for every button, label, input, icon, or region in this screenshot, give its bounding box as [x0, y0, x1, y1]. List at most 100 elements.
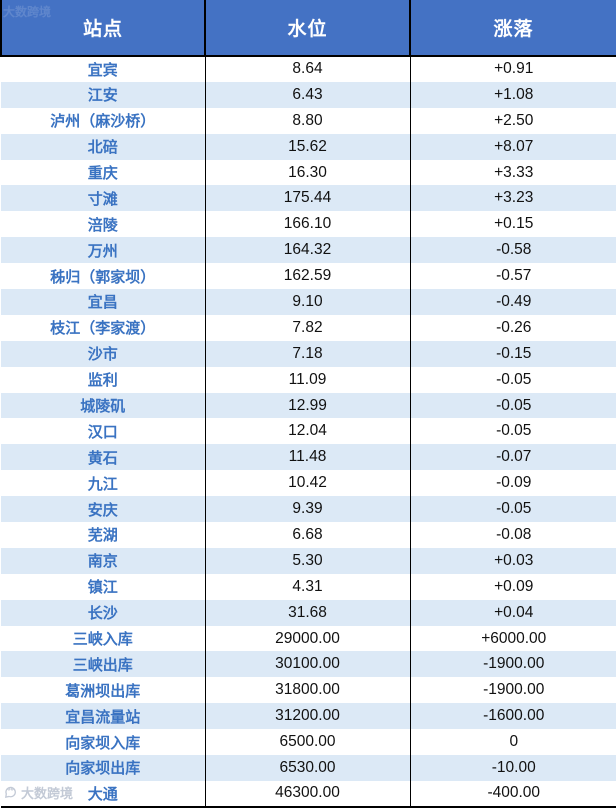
- water-level-cell: 6.68: [204, 522, 411, 548]
- rise-fall-cell: -1900.00: [409, 651, 616, 678]
- rise-fall-cell: +0.09: [409, 573, 616, 600]
- rise-fall-cell: +3.23: [409, 185, 616, 212]
- station-cell: 芜湖: [1, 522, 206, 548]
- station-cell: 宜昌: [1, 289, 206, 315]
- station-cell: 寸滩: [1, 185, 206, 212]
- table-row: 南京 5.30 +0.03: [1, 547, 616, 574]
- station-cell: 宜昌流量站: [1, 703, 206, 730]
- table-body: 宜宾 8.64 +0.91 江安 6.43 +1.08 泸州（麻沙桥） 8.80 +2.50 北碚…: [1, 56, 616, 808]
- station-cell: 镇江: [1, 573, 206, 600]
- column-header-station: 站点: [0, 0, 206, 57]
- station-cell: 沙市: [1, 340, 206, 367]
- rise-fall-cell: -1600.00: [409, 703, 616, 730]
- water-level-cell: 164.32: [204, 237, 411, 264]
- table-row: 寸滩 175.44 +3.23: [1, 185, 616, 212]
- water-level-cell: 31800.00: [204, 677, 411, 704]
- rise-fall-cell: -0.05: [409, 366, 616, 393]
- station-cell: 秭归（郭家坝）: [1, 263, 206, 290]
- water-level-cell: 7.18: [204, 340, 411, 367]
- water-level-cell: 29000.00: [204, 625, 411, 652]
- station-cell: 监利: [1, 366, 206, 393]
- rise-fall-cell: -1900.00: [409, 677, 616, 704]
- table-row: 宜昌 9.10 -0.49: [1, 289, 616, 315]
- rise-fall-cell: -0.07: [409, 444, 616, 471]
- rise-fall-cell: -10.00: [409, 755, 616, 781]
- table-row: 芜湖 6.68 -0.08: [1, 522, 616, 548]
- table-row: 三峡入库 29000.00 +6000.00: [1, 625, 616, 652]
- table-row: 九江 10.42 -0.09: [1, 470, 616, 497]
- station-cell: 九江: [1, 470, 206, 497]
- water-level-cell: 4.31: [204, 573, 411, 600]
- table-row: 秭归（郭家坝） 162.59 -0.57: [1, 263, 616, 290]
- station-cell: 葛洲坝出库: [1, 677, 206, 704]
- table-row: 重庆 16.30 +3.33: [1, 159, 616, 186]
- table-row: 北碚 15.62 +8.07: [1, 133, 616, 160]
- water-level-cell: 46300.00: [204, 780, 411, 808]
- table-row: 向家坝出库 6530.00 -10.00: [1, 755, 616, 781]
- table-row: 枝江（李家渡） 7.82 -0.26: [1, 314, 616, 341]
- rise-fall-cell: 0: [409, 729, 616, 756]
- table-row: 宜宾 8.64 +0.91: [1, 56, 616, 82]
- table-row: 涪陵 166.10 +0.15: [1, 211, 616, 238]
- water-level-cell: 12.04: [204, 418, 411, 445]
- water-level-cell: 6500.00: [204, 729, 411, 756]
- rise-fall-cell: +3.33: [409, 159, 616, 186]
- rise-fall-cell: -0.05: [409, 418, 616, 445]
- header-row: 站点 水位 涨落: [0, 0, 616, 57]
- water-level-cell: 12.99: [204, 392, 411, 419]
- water-level-cell: 162.59: [204, 263, 411, 290]
- rise-fall-cell: -0.58: [409, 237, 616, 264]
- table-row: 万州 164.32 -0.58: [1, 237, 616, 264]
- station-cell: 三峡出库: [1, 651, 206, 678]
- water-level-cell: 11.09: [204, 366, 411, 393]
- table-row: 城陵矶 12.99 -0.05: [1, 392, 616, 419]
- station-cell: 江安: [1, 81, 206, 108]
- rise-fall-cell: -0.15: [409, 340, 616, 367]
- table-row: 三峡出库 30100.00 -1900.00: [1, 651, 616, 678]
- water-level-cell: 9.39: [204, 496, 411, 523]
- rise-fall-cell: +0.15: [409, 211, 616, 238]
- station-cell: 涪陵: [1, 211, 206, 238]
- water-level-cell: 30100.00: [204, 651, 411, 678]
- table-row: 葛洲坝出库 31800.00 -1900.00: [1, 677, 616, 704]
- rise-fall-cell: +0.03: [409, 547, 616, 574]
- water-level-cell: 8.64: [204, 56, 411, 82]
- water-level-cell: 8.80: [204, 107, 411, 134]
- rise-fall-cell: -0.05: [409, 392, 616, 419]
- water-level-cell: 6.43: [204, 81, 411, 108]
- rise-fall-cell: -0.26: [409, 314, 616, 341]
- rise-fall-cell: +2.50: [409, 107, 616, 134]
- rise-fall-cell: -0.09: [409, 470, 616, 497]
- table-row: 泸州（麻沙桥） 8.80 +2.50: [1, 107, 616, 134]
- table-row: 镇江 4.31 +0.09: [1, 573, 616, 600]
- station-cell: 安庆: [1, 496, 206, 523]
- rise-fall-cell: -0.49: [409, 289, 616, 315]
- rise-fall-cell: -400.00: [409, 780, 616, 808]
- rise-fall-cell: -0.08: [409, 522, 616, 548]
- water-level-cell: 11.48: [204, 444, 411, 471]
- table-row: 沙市 7.18 -0.15: [1, 340, 616, 367]
- rise-fall-cell: +1.08: [409, 81, 616, 108]
- station-cell: 枝江（李家渡）: [1, 314, 206, 341]
- station-cell: 重庆: [1, 159, 206, 186]
- water-level-cell: 31.68: [204, 599, 411, 626]
- water-level-cell: 16.30: [204, 159, 411, 186]
- column-header-water-level: 水位: [204, 0, 411, 57]
- station-cell: 三峡入库: [1, 625, 206, 652]
- rise-fall-cell: +0.04: [409, 599, 616, 626]
- column-header-rise-fall: 涨落: [409, 0, 616, 57]
- station-cell: 向家坝出库: [1, 755, 206, 781]
- rise-fall-cell: -0.05: [409, 496, 616, 523]
- table-row: 安庆 9.39 -0.05: [1, 496, 616, 523]
- station-cell: 长沙: [1, 599, 206, 626]
- station-cell: 南京: [1, 547, 206, 574]
- table-row: 江安 6.43 +1.08: [1, 81, 616, 108]
- station-cell: 大通: [1, 780, 206, 808]
- table-header: 站点 水位 涨落: [0, 0, 616, 57]
- table-row: 大通 46300.00 -400.00: [1, 780, 616, 808]
- table-row: 宜昌流量站 31200.00 -1600.00: [1, 703, 616, 730]
- water-level-cell: 6530.00: [204, 755, 411, 781]
- table-row: 监利 11.09 -0.05: [1, 366, 616, 393]
- water-level-cell: 166.10: [204, 211, 411, 238]
